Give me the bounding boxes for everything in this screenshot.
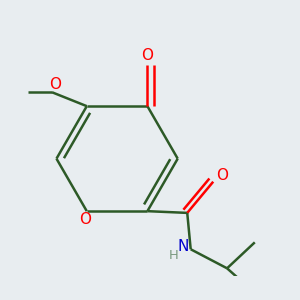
Text: O: O xyxy=(141,48,153,63)
Text: H: H xyxy=(169,249,179,262)
Text: O: O xyxy=(79,212,91,227)
Text: O: O xyxy=(50,77,61,92)
Text: N: N xyxy=(177,239,189,254)
Text: O: O xyxy=(216,168,228,183)
